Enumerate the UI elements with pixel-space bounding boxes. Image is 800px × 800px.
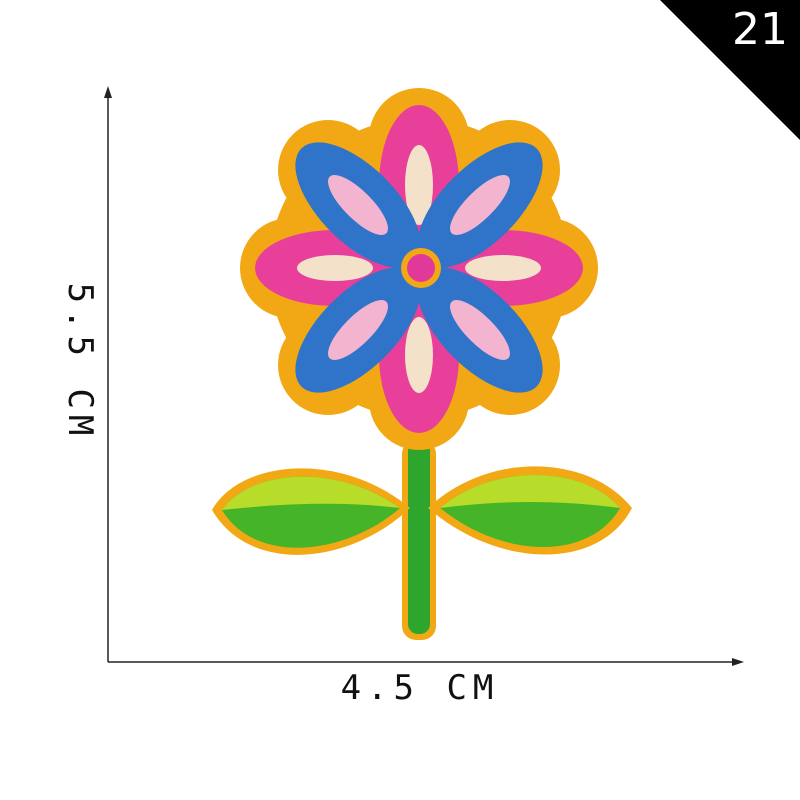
width-label: 4.5 CM (340, 668, 500, 708)
right-leaf (428, 466, 632, 555)
right-arrow-icon (732, 658, 744, 666)
left-leaf (212, 468, 410, 555)
stem (408, 440, 430, 634)
up-arrow-icon (104, 86, 112, 98)
flower-petals (255, 105, 583, 433)
item-number-badge (660, 0, 800, 140)
item-number: 21 (732, 4, 788, 55)
flower-center (407, 254, 435, 282)
